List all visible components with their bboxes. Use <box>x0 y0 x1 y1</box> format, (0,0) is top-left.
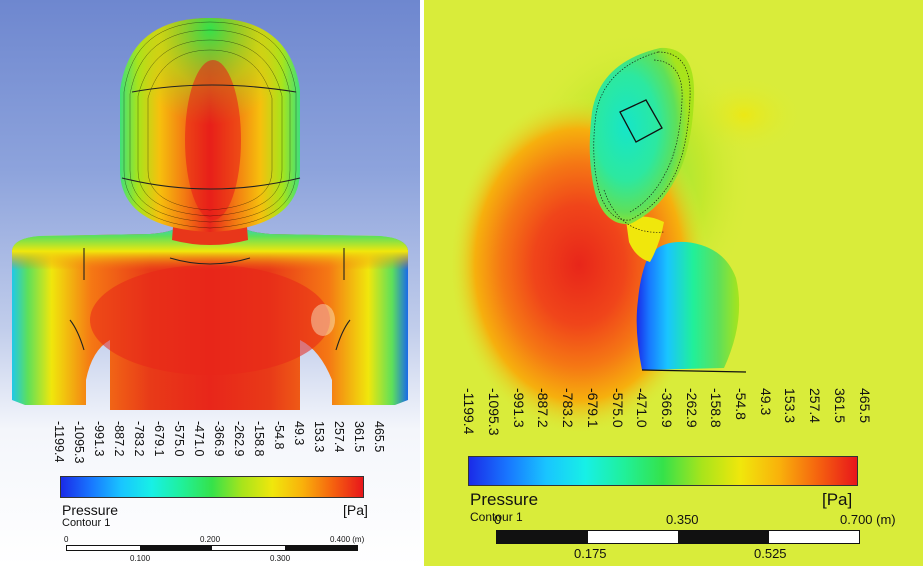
side-scale-bar <box>496 530 860 544</box>
colorbar-tick: 465.5 <box>363 412 386 476</box>
colorbar-tick: -679.1 <box>574 378 601 456</box>
colorbar-tick-label: 465.5 <box>372 421 386 453</box>
front-view-panel: -1199.4 -1095.3 -991.3 -887.2 -783.2 -67… <box>0 0 420 566</box>
colorbar-tick: -679.1 <box>143 412 166 476</box>
colorbar-tick: 465.5 <box>845 378 873 456</box>
scale-segment <box>678 531 769 543</box>
colorbar-tick: 361.5 <box>343 412 366 476</box>
colorbar-tick: -471.0 <box>623 378 650 456</box>
scale-segment <box>497 531 588 543</box>
side-scale-label: 0.525 <box>754 546 787 561</box>
scale-segment <box>768 531 859 543</box>
front-colorbar-tick-labels: -1199.4 -1095.3 -991.3 -887.2 -783.2 -67… <box>43 412 386 476</box>
colorbar-tick: -262.9 <box>672 378 700 456</box>
side-scale-label: 0.175 <box>574 546 607 561</box>
front-legend-unit: [Pa] <box>343 502 368 518</box>
colorbar-tick: -1199.4 <box>450 378 477 456</box>
front-legend-contour: Contour 1 <box>62 517 111 529</box>
scale-segment <box>139 546 212 550</box>
colorbar-tick: -158.8 <box>243 412 266 476</box>
scale-segment <box>67 546 140 550</box>
colorbar-tick: -783.2 <box>123 412 146 476</box>
colorbar-tick: -366.9 <box>648 378 675 456</box>
front-scale-label: 0.200 <box>200 535 221 544</box>
front-scale-label: 0.100 <box>130 554 151 563</box>
side-colorbar-tick-labels: -1199.4 -1095.3 -991.3 -887.2 -783.2 -67… <box>450 378 873 456</box>
colorbar-tick: -575.0 <box>163 412 186 476</box>
colorbar-tick: 49.3 <box>746 378 774 456</box>
side-view-panel: -1199.4 -1095.3 -991.3 -887.2 -783.2 -67… <box>424 0 923 566</box>
colorbar-tick: 257.4 <box>796 378 823 456</box>
colorbar-tick-label: 465.5 <box>856 388 873 424</box>
colorbar-tick: 153.3 <box>771 378 798 456</box>
colorbar-tick: -366.9 <box>203 412 226 476</box>
front-pressure-colorbar <box>60 476 364 498</box>
colorbar-tick: 49.3 <box>283 412 306 476</box>
colorbar-tick: -575.0 <box>598 378 626 456</box>
side-pressure-colorbar <box>468 456 858 486</box>
front-scale-label: 0.300 <box>270 554 291 563</box>
colorbar-tick: -158.8 <box>697 378 724 456</box>
colorbar-tick: 361.5 <box>821 378 848 456</box>
colorbar-tick: -1095.3 <box>475 378 502 456</box>
scale-segment <box>284 546 357 550</box>
colorbar-tick: 257.4 <box>323 412 346 476</box>
colorbar-tick: 153.3 <box>303 412 326 476</box>
scale-segment <box>212 546 285 550</box>
colorbar-tick: -54.8 <box>263 412 286 476</box>
side-legend-unit: [Pa] <box>822 490 853 509</box>
colorbar-tick: -887.2 <box>103 412 126 476</box>
colorbar-tick: -887.2 <box>524 378 551 456</box>
scale-segment <box>587 531 678 543</box>
colorbar-tick: -783.2 <box>549 378 576 456</box>
front-view-manikin <box>12 18 408 410</box>
side-scale-label: 0 <box>494 512 502 527</box>
side-scale-label: 0.350 <box>666 512 699 527</box>
colorbar-tick: -991.3 <box>499 378 527 456</box>
front-scale-label: 0.400 (m) <box>330 535 365 544</box>
colorbar-tick: -262.9 <box>223 412 246 476</box>
front-legend-variable: Pressure <box>62 502 119 518</box>
colorbar-tick: -471.0 <box>183 412 206 476</box>
colorbar-tick: -54.8 <box>722 378 749 456</box>
colorbar-tick: -1199.4 <box>43 412 66 476</box>
colorbar-tick: -991.3 <box>83 412 106 476</box>
front-scale-label: 0 <box>64 535 69 544</box>
front-scale-bar <box>66 545 358 551</box>
side-view-manikin <box>449 30 804 435</box>
side-legend-variable: Pressure <box>470 490 539 509</box>
side-legend-contour: Contour 1 <box>470 510 523 524</box>
colorbar-tick: -1095.3 <box>63 412 86 476</box>
side-scale-label: 0.700 (m) <box>840 512 896 527</box>
